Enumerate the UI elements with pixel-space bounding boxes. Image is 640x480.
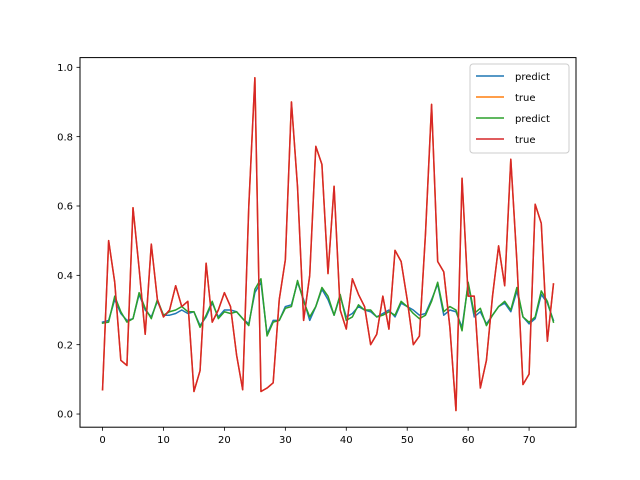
y-tick-label: 0.8: [57, 132, 73, 143]
series-layer: [101, 76, 555, 412]
x-tick-label: 70: [523, 435, 536, 446]
legend-box: [469, 63, 570, 154]
x-tick-label: 50: [401, 435, 414, 446]
legend-label-0: predict: [515, 72, 550, 83]
series-line-0: [101, 281, 555, 336]
y-tick-label: 0.6: [57, 202, 73, 213]
y-tick-label: 0.2: [57, 340, 73, 351]
x-tick-label: 60: [462, 435, 475, 446]
y-tick-label: 0.4: [57, 271, 73, 282]
series-line-2: [101, 278, 555, 337]
y-tick-label: 0.0: [57, 410, 73, 421]
x-axis: 0 10 20 30 40 50 60 70: [99, 427, 535, 446]
x-tick-label: 10: [157, 435, 170, 446]
x-tick-label: 0: [99, 435, 105, 446]
y-tick-label: 1.0: [57, 63, 73, 74]
x-tick-label: 30: [279, 435, 292, 446]
y-axis: 0.0 0.2 0.4 0.6 0.8 1.0: [57, 63, 80, 421]
series-line-3: [101, 76, 555, 412]
plot-frame: [79, 57, 577, 428]
legend-label-2: predict: [515, 114, 550, 125]
legend-entries: predict true predict true: [476, 72, 550, 146]
legend-label-3: true: [515, 135, 536, 146]
x-tick-label: 40: [340, 435, 353, 446]
legend-label-1: true: [515, 93, 536, 104]
x-tick-label: 20: [218, 435, 231, 446]
legend: predict true predict true: [469, 63, 570, 154]
